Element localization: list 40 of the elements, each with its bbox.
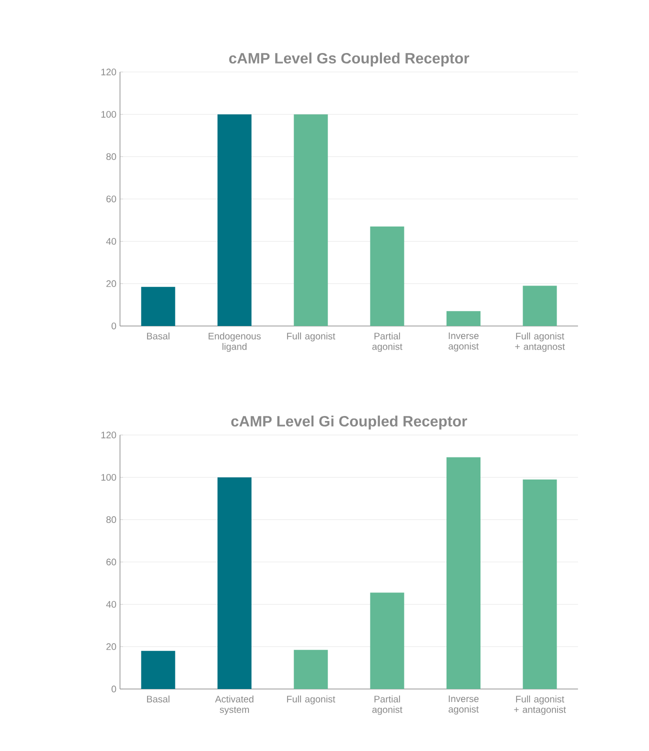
y-tick-label: 120	[101, 68, 116, 76]
x-tick-label: Inverse agonist	[448, 696, 479, 714]
x-tick-label: Full agonist	[287, 332, 336, 342]
x-tick-label: Activated system	[215, 696, 254, 715]
bar	[370, 592, 404, 689]
x-tick-label: Partial agonist	[372, 332, 402, 352]
bar	[446, 311, 480, 326]
bar	[218, 477, 252, 689]
x-tick-label: Full agonist	[287, 696, 336, 704]
y-tick-label: 80	[106, 516, 116, 524]
y-tick-label: 0	[112, 322, 116, 330]
x-tick-label: Basal	[147, 332, 170, 340]
bar	[141, 650, 176, 689]
y-tick-label: 20	[106, 643, 116, 650]
y-tick-label: 60	[106, 558, 116, 566]
chart-title: cAMP Level Gi Coupled Receptor	[231, 416, 468, 430]
y-tick-label: 20	[106, 280, 116, 288]
y-tick-label: 60	[106, 196, 116, 202]
bar	[294, 650, 328, 689]
bar	[446, 457, 480, 689]
x-tick-label: Endogenous ligand	[208, 332, 261, 352]
bar	[294, 114, 328, 326]
x-tick-label: Full agonist + antagnost	[515, 332, 565, 352]
bar	[141, 286, 176, 326]
y-tick-label: 100	[101, 110, 116, 118]
y-tick-label: 40	[106, 600, 116, 608]
chart-title: cAMP Level Gs Coupled Receptor	[229, 52, 470, 66]
x-tick-label: Partial agonist	[372, 696, 402, 715]
bar	[522, 286, 557, 326]
y-tick-label: 0	[112, 686, 116, 692]
bar	[370, 226, 404, 326]
y-tick-label: 100	[101, 474, 116, 481]
x-tick-label: Full agonist + antagonist	[514, 696, 566, 715]
y-tick-label: 80	[106, 153, 116, 160]
bar	[522, 479, 557, 689]
y-tick-label: 40	[106, 238, 116, 245]
x-tick-label: Basal	[147, 696, 170, 702]
y-tick-label: 120	[101, 432, 116, 438]
x-tick-label: Inverse agonist	[448, 332, 479, 352]
bar	[218, 114, 252, 326]
